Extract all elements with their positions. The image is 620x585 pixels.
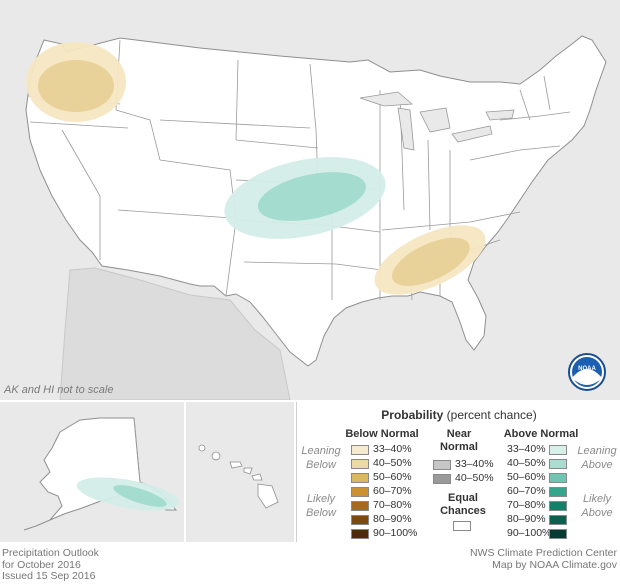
near-swatch-40-50: [433, 474, 451, 484]
below-label-40-50: 40–50%: [373, 457, 412, 469]
above-label-90-100: 90–100%: [507, 527, 552, 539]
legend-title: Probability (percent chance): [297, 408, 620, 422]
conus-map: NOAA AK and HI not to scale: [0, 0, 620, 401]
below-normal-header: Below Normal: [345, 428, 419, 440]
above-label-60-70: 60–70%: [507, 485, 546, 497]
above-swatch-60-70: [549, 487, 567, 497]
credit-line1: NWS Climate Prediction Center: [469, 547, 617, 559]
near-normal-header: Near Normal: [429, 428, 489, 454]
below-swatch-33-40: [351, 445, 369, 455]
below-swatch-90-100: [351, 529, 369, 539]
near-normal-header-line2: Normal: [440, 441, 478, 453]
mexico-shape: [59, 267, 291, 401]
likely-above-line2: Above: [581, 507, 613, 519]
near-label-33-40: 33–40%: [455, 458, 494, 470]
leaning-above-label: Leaning Above: [575, 444, 619, 472]
caption-line3: Issued 15 Sep 2016: [2, 570, 96, 582]
likely-above-line1: Likely: [582, 493, 612, 505]
noaa-logo-text: NOAA: [578, 366, 596, 372]
below-label-70-80: 70–80%: [373, 499, 412, 511]
above-label-50-60: 50–60%: [507, 471, 546, 483]
below-label-90-100: 90–100%: [373, 527, 418, 539]
above-swatch-70-80: [549, 501, 567, 511]
hawaii-islands: [198, 444, 279, 509]
above-swatch-90-100: [549, 529, 567, 539]
above-normal-header: Above Normal: [503, 428, 579, 440]
outlook-central-plains: [224, 157, 386, 239]
leaning-below-label: Leaning Below: [299, 444, 343, 472]
legend-title-rest: (percent chance): [443, 408, 537, 422]
likely-above-label: Likely Above: [575, 492, 619, 520]
above-label-40-50: 40–50%: [507, 457, 546, 469]
equal-chances-line1: Equal: [448, 492, 478, 504]
alaska-inset: [0, 402, 184, 542]
above-label-80-90: 80–90%: [507, 513, 546, 525]
below-swatch-40-50: [351, 459, 369, 469]
above-swatch-80-90: [549, 515, 567, 525]
legend-title-bold: Probability: [381, 408, 444, 422]
above-swatch-50-60: [549, 473, 567, 483]
equal-chances-line2: Chances: [440, 505, 486, 517]
near-label-40-50: 40–50%: [455, 472, 494, 484]
equal-chances-label: Equal Chances: [433, 492, 493, 518]
likely-below-line1: Likely: [306, 493, 336, 505]
below-swatch-70-80: [351, 501, 369, 511]
above-label-70-80: 70–80%: [507, 499, 546, 511]
leaning-below-line1: Leaning: [301, 445, 341, 457]
leaning-above-line2: Above: [581, 459, 613, 471]
below-swatch-60-70: [351, 487, 369, 497]
below-label-33-40: 33–40%: [373, 443, 412, 455]
below-swatch-80-90: [351, 515, 369, 525]
caption-line2: for October 2016: [2, 558, 81, 571]
above-label-33-40: 33–40%: [507, 443, 546, 455]
credit-caption: NWS Climate Prediction Center Map by NOA…: [469, 547, 617, 571]
below-label-50-60: 50–60%: [373, 471, 412, 483]
outlook-southeast: [374, 225, 486, 295]
above-swatch-40-50: [549, 459, 567, 469]
near-swatch-33-40: [433, 460, 451, 470]
above-swatch-33-40: [549, 445, 567, 455]
scale-note: AK and HI not to scale: [4, 384, 114, 396]
likely-below-label: Likely Below: [299, 492, 343, 520]
great-lakes: [359, 91, 515, 151]
below-swatch-50-60: [351, 473, 369, 483]
leaning-above-line1: Leaning: [577, 445, 617, 457]
credit-line2: Map by NOAA Climate.gov: [492, 558, 617, 571]
noaa-logo: NOAA: [568, 353, 606, 391]
hawaii-inset: [186, 402, 294, 542]
conus-map-svg: NOAA: [25, 35, 607, 401]
outlook-pacific-northwest: [26, 42, 126, 122]
alaska-map-svg: [23, 417, 180, 531]
caption-line1: Precipitation Outlook: [2, 547, 99, 559]
leaning-below-line2: Below: [306, 459, 336, 471]
below-label-80-90: 80–90%: [373, 513, 412, 525]
legend-panel: Probability (percent chance) Below Norma…: [296, 402, 620, 542]
outlook-caption: Precipitation Outlook for October 2016 I…: [2, 547, 99, 583]
near-normal-header-line1: Near: [446, 428, 472, 440]
equal-chances-swatch: [453, 521, 471, 531]
outlook-southern-alaska: [76, 477, 180, 511]
hawaii-map-svg: [198, 444, 279, 509]
likely-below-line2: Below: [306, 507, 336, 519]
below-label-60-70: 60–70%: [373, 485, 412, 497]
